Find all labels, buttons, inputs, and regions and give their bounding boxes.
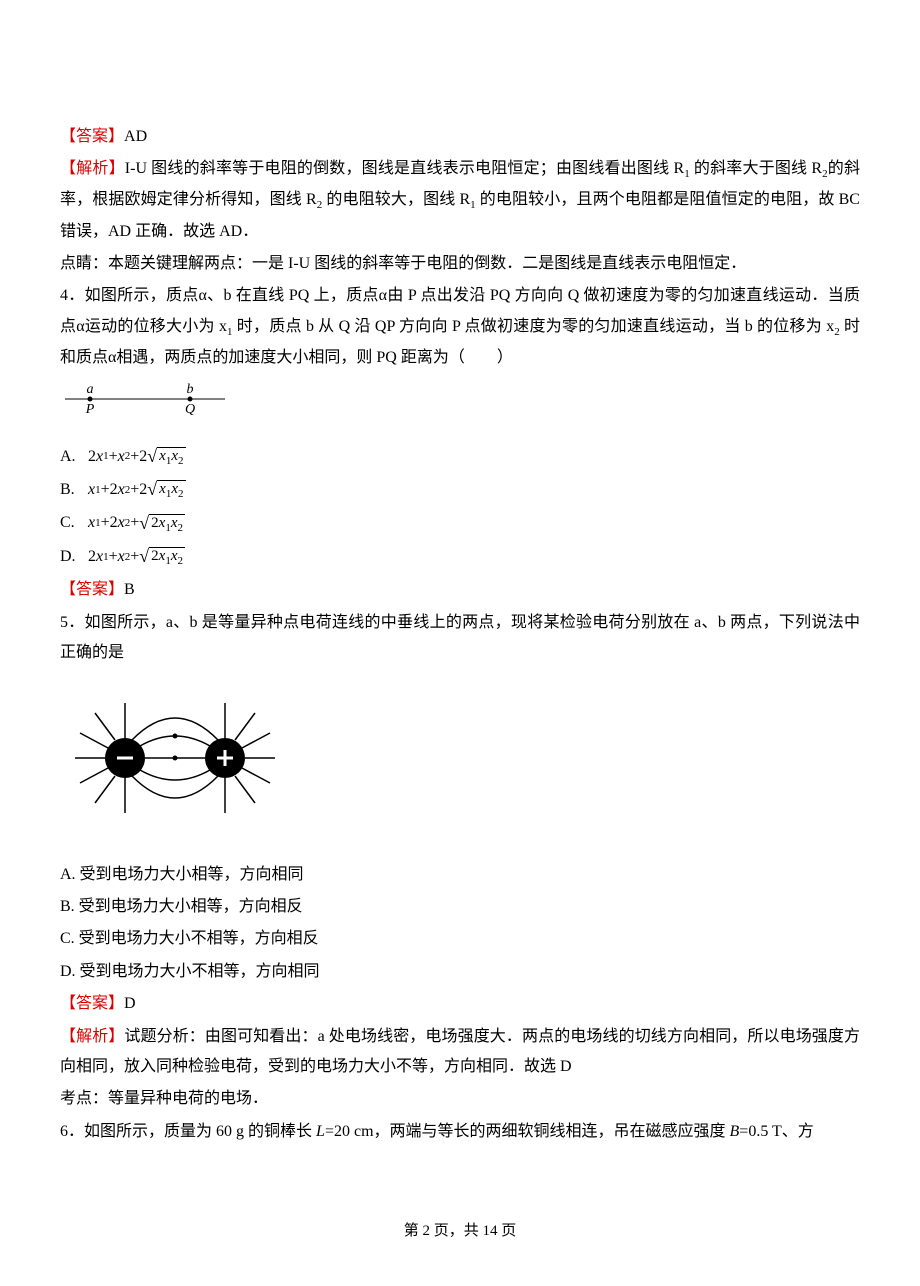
- q4-option-a: A. 2x1+x2+2√x1x2: [60, 442, 860, 472]
- svg-text:b: b: [187, 382, 194, 397]
- answer-value: B: [124, 581, 135, 598]
- q5-option-c: C. 受到电场力大小不相等，方向相反: [60, 924, 860, 954]
- q4-diagram: a b P Q: [60, 381, 230, 417]
- sqrt-icon: √2x1x2: [139, 514, 185, 534]
- answer-value: AD: [124, 128, 147, 145]
- answer-label: 【答案】: [60, 581, 124, 598]
- q5-option-b: B. 受到电场力大小相等，方向相反: [60, 892, 860, 922]
- analysis-label: 【解析】: [60, 1028, 124, 1045]
- analysis-label: 【解析】: [60, 160, 125, 177]
- sqrt-icon: √x1x2: [147, 447, 185, 467]
- q5-option-a: A. 受到电场力大小相等，方向相同: [60, 860, 860, 890]
- q4-answer-line: 【答案】B: [60, 575, 860, 605]
- page-footer: 第 2 页，共 14 页: [60, 1217, 860, 1246]
- svg-text:P: P: [85, 402, 95, 417]
- q5-answer-line: 【答案】D: [60, 989, 860, 1019]
- svg-text:Q: Q: [185, 402, 195, 417]
- q5-topic: 考点：等量异种电荷的电场．: [60, 1084, 860, 1114]
- answer-value: D: [124, 995, 136, 1012]
- p1-note: 点睛：本题关键理解两点：一是 I-U 图线的斜率等于电阻的倒数．二是图线是直线表…: [60, 249, 860, 279]
- q5-analysis: 【解析】试题分析：由图可知看出：a 处电场线密，电场强度大．两点的电场线的切线方…: [60, 1022, 860, 1083]
- q5-stem: 5．如图所示，a、b 是等量异种点电荷连线的中垂线上的两点，现将某检验电荷分别放…: [60, 608, 860, 669]
- q4-option-d: D. 2x1+x2+√2x1x2: [60, 542, 860, 572]
- q5-option-d: D. 受到电场力大小不相等，方向相同: [60, 957, 860, 987]
- sqrt-icon: √x1x2: [147, 480, 185, 500]
- p1-answer-line: 【答案】AD: [60, 122, 860, 152]
- answer-label: 【答案】: [60, 995, 124, 1012]
- q4-option-b: B. x1+2x2+2√x1x2: [60, 475, 860, 505]
- sqrt-icon: √2x1x2: [139, 547, 185, 567]
- answer-label: 【答案】: [60, 128, 124, 145]
- svg-text:a: a: [87, 382, 94, 397]
- q4-stem: 4．如图所示，质点α、b 在直线 PQ 上，质点α由 P 点出发沿 PQ 方向向…: [60, 281, 860, 373]
- q5-diagram: [60, 678, 290, 838]
- p1-analysis: 【解析】I-U 图线的斜率等于电阻的倒数，图线是直线表示电阻恒定；由图线看出图线…: [60, 154, 860, 247]
- q4-option-c: C. x1+2x2+√2x1x2: [60, 508, 860, 538]
- q6-stem: 6．如图所示，质量为 60 g 的铜棒长 L=20 cm，两端与等长的两细软铜线…: [60, 1117, 860, 1147]
